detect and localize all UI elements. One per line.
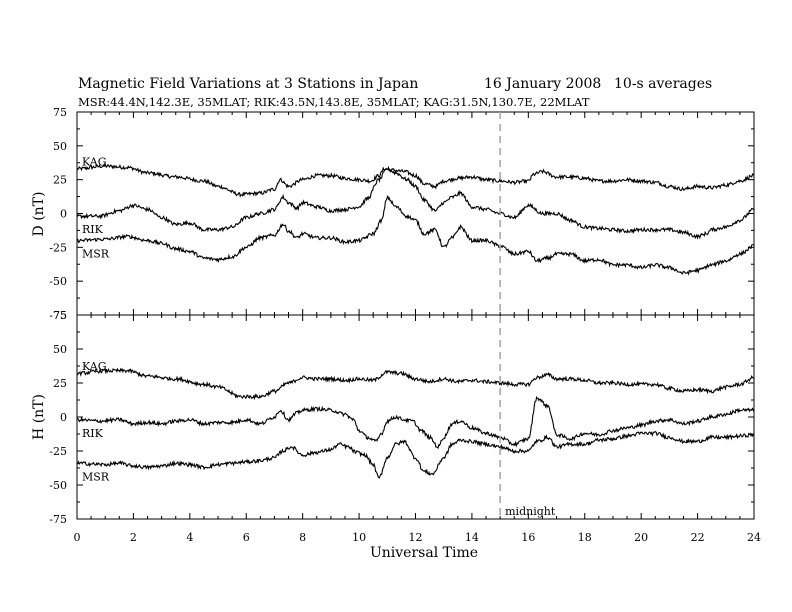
x-tick-label: 22 — [691, 531, 705, 544]
y-tick-label: 50 — [53, 343, 67, 356]
series-line-rik — [76, 165, 755, 240]
series-label-msr: MSR — [82, 471, 110, 484]
x-tick-label: 18 — [578, 531, 592, 544]
x-tick-label: 6 — [243, 531, 250, 544]
series-label-rik: RIK — [82, 223, 104, 236]
series-label-msr: MSR — [82, 247, 110, 260]
chart-date: 16 January 2008 — [484, 76, 601, 92]
panel-h-ylabel: H (nT) — [31, 394, 47, 440]
y-tick-label: -50 — [49, 275, 67, 288]
y-tick-label: 50 — [53, 140, 67, 153]
x-tick-label: 10 — [352, 531, 366, 544]
y-tick-label: 25 — [53, 174, 67, 187]
y-tick-label: 0 — [60, 208, 67, 221]
panel-d-ticks — [76, 111, 755, 316]
panel-d-frame — [76, 111, 755, 316]
panel-h-ticks — [76, 314, 755, 520]
series-line-msr — [76, 195, 755, 276]
panel-h: 75 50 25 0 -25 -50 -75 H (nT) KAG RIK MSR — [31, 309, 755, 526]
series-label-kag: KAG — [82, 360, 107, 373]
stations-line: MSR:44.4N,142.3E, 35MLAT; RIK:43.5N,143.… — [78, 95, 590, 109]
x-tick-label: 4 — [186, 531, 193, 544]
x-tick-label: 8 — [299, 531, 306, 544]
x-tick-label: 14 — [465, 531, 479, 544]
panel-d-y-tick-labels: 75 50 25 0 -25 -50 -75 — [49, 106, 67, 322]
x-tick-label: 12 — [409, 531, 423, 544]
x-axis-label: Universal Time — [370, 545, 478, 561]
panel-d: 75 50 25 0 -25 -50 -75 D (nT) KAG RIK MSR — [31, 106, 755, 322]
panel-h-frame — [76, 314, 755, 520]
y-tick-label: -25 — [49, 445, 67, 458]
x-tick-label: 16 — [521, 531, 535, 544]
panel-h-station-labels: KAG RIK MSR — [82, 360, 110, 484]
x-tick-label: 2 — [130, 531, 137, 544]
panel-d-station-labels: KAG RIK MSR — [82, 155, 110, 260]
series-line-rik — [76, 395, 755, 449]
series-line-kag — [76, 367, 755, 401]
x-tick-label: 20 — [634, 531, 648, 544]
series-label-rik: RIK — [82, 427, 104, 440]
panel-h-y-tick-labels: 75 50 25 0 -25 -50 -75 — [49, 309, 67, 526]
panel-h-series — [76, 367, 755, 479]
midnight-label: midnight — [505, 505, 556, 518]
chart-averaging: 10-s averages — [614, 76, 712, 92]
x-axis: 0 2 4 6 8 10 12 14 16 18 20 22 24 — [74, 531, 762, 544]
x-tick-label: 0 — [74, 531, 81, 544]
y-tick-label: 75 — [53, 309, 67, 322]
series-line-kag — [76, 163, 755, 198]
panel-d-series — [76, 163, 755, 276]
y-tick-label: -50 — [49, 479, 67, 492]
y-tick-label: -75 — [49, 309, 67, 322]
y-tick-label: 75 — [53, 106, 67, 119]
series-label-kag: KAG — [82, 155, 107, 168]
y-tick-label: -25 — [49, 241, 67, 254]
chart-title: Magnetic Field Variations at 3 Stations … — [78, 76, 418, 92]
series-line-msr — [77, 430, 755, 479]
y-tick-label: 25 — [53, 377, 67, 390]
y-tick-label: -75 — [49, 513, 67, 526]
x-tick-label: 24 — [747, 531, 761, 544]
midnight-marker: midnight — [499, 112, 556, 519]
panel-d-ylabel: D (nT) — [31, 192, 47, 237]
y-tick-label: 0 — [60, 411, 67, 424]
